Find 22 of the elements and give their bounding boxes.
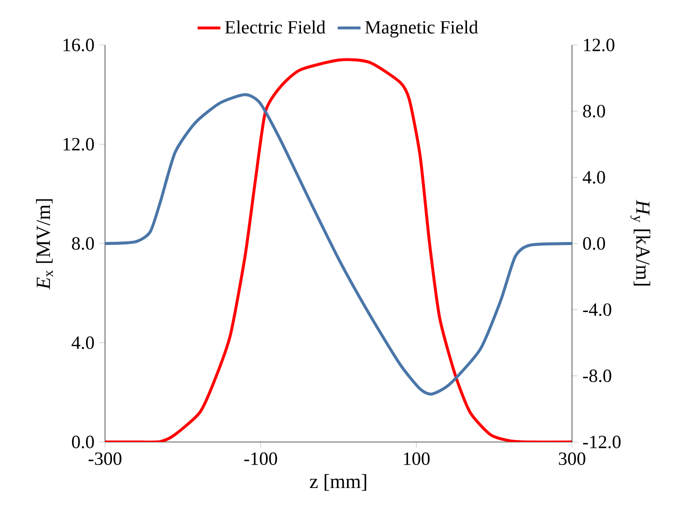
y-axis-title: E$_{x}$ [MV/m] xyxy=(36,199,53,290)
y-tick-label: 12.0 xyxy=(64,138,94,151)
x-tick-label: 300 xyxy=(558,452,586,466)
x-tick-label: -300 xyxy=(88,452,122,466)
y-tick-label: 0.0 xyxy=(72,436,94,448)
y2-tick-label: -4.0 xyxy=(583,303,612,316)
y2-tick-label: 12.0 xyxy=(584,38,614,52)
x-tick-label: -100 xyxy=(244,452,278,466)
y-tick-label: 16.0 xyxy=(64,38,94,52)
y2-tick-label: 8.0 xyxy=(583,104,606,118)
x-tick-label: 100 xyxy=(404,452,430,466)
y2-tick-label: -8.0 xyxy=(583,369,612,382)
y2-tick-label: -12.0 xyxy=(583,436,621,448)
x-axis-title: z [mm] xyxy=(310,474,366,491)
y-tick-label: 4.0 xyxy=(72,336,94,350)
legend-label: Electric Field xyxy=(225,20,326,34)
y2-tick-label: 4.0 xyxy=(582,170,606,184)
y2-tick-label: 0.0 xyxy=(583,237,606,250)
legend-label: Magnetic Field xyxy=(365,20,478,38)
y-tick-label: 8.0 xyxy=(72,237,94,250)
y2-axis-title: H$_{y}$ [kA/m] xyxy=(630,200,650,286)
line-series xyxy=(105,93,572,396)
